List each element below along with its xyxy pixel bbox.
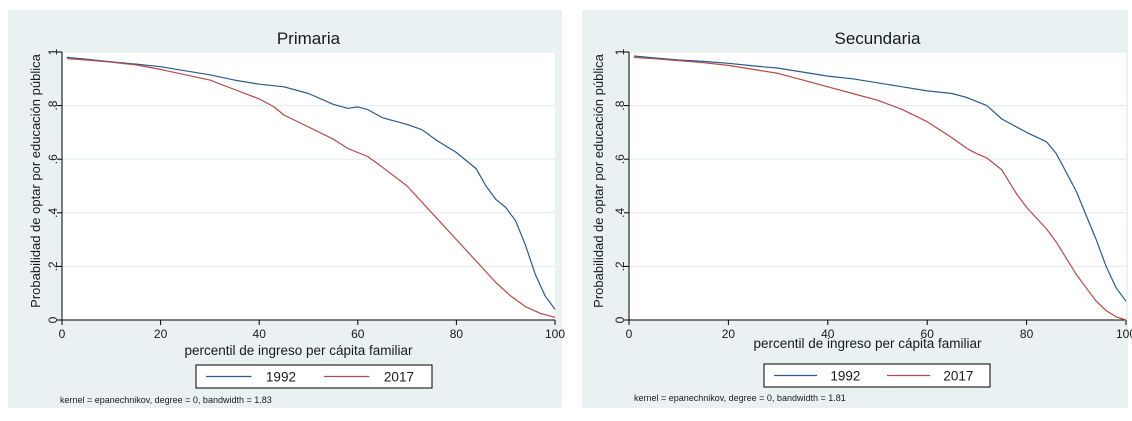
chart-panel-1: Primaria 0 .2 .4 .6 .8 1 0 20 40 60 80 100 percentil … xyxy=(8,10,565,408)
chart-note: kernel = epanechnikov, degree = 0, bandw… xyxy=(60,395,272,405)
y-tick-label: 0 xyxy=(46,316,60,323)
x-tick-label: 100 xyxy=(545,327,565,341)
legend-label-2017: 2017 xyxy=(384,370,414,385)
x-tick-label: 80 xyxy=(450,327,464,341)
y-tick-label: 0 xyxy=(613,316,627,323)
legend-label-1992: 1992 xyxy=(266,370,296,385)
series-line-2017 xyxy=(633,56,1127,321)
legend-box xyxy=(195,364,433,389)
y-axis-label: Probabilidad de optar por educación públ… xyxy=(28,53,43,307)
y-tick-label: 1 xyxy=(46,48,60,55)
y-axis-label: Probabilidad de optar por educación públ… xyxy=(591,53,606,307)
y-tick-label: .4 xyxy=(46,207,60,217)
series-line-1992 xyxy=(66,56,556,310)
legend-label-1992: 1992 xyxy=(830,369,860,384)
y-tick-label: .2 xyxy=(613,261,627,271)
x-tick-label: 60 xyxy=(351,327,365,341)
x-tick-label: 20 xyxy=(154,327,168,341)
x-tick-label: 0 xyxy=(626,327,633,341)
y-tick-label: .6 xyxy=(613,154,627,164)
x-tick-label: 100 xyxy=(1116,327,1132,341)
y-tick-label: .8 xyxy=(613,100,627,110)
y-tick-label: .8 xyxy=(46,100,60,110)
x-tick-label: 20 xyxy=(722,327,736,341)
series-line-2017 xyxy=(66,58,556,318)
chart-title: Secundaria xyxy=(834,29,921,48)
y-tick-label: .2 xyxy=(46,261,60,271)
x-tick-label: 40 xyxy=(253,327,267,341)
y-tick-label: 1 xyxy=(613,48,627,55)
x-axis-label: percentil de ingreso per cápita familiar xyxy=(753,336,982,351)
x-tick-label: 0 xyxy=(59,327,66,341)
y-tick-label: .4 xyxy=(613,207,627,217)
legend-box xyxy=(763,363,991,388)
x-tick-label: 80 xyxy=(1020,327,1034,341)
x-axis-label: percentil de ingreso per cápita familiar xyxy=(184,343,413,358)
chart-note: kernel = epanechnikov, degree = 0, bandw… xyxy=(634,393,846,403)
series-line-1992 xyxy=(633,55,1127,302)
plot-area xyxy=(629,52,1126,320)
x-tick-label: 40 xyxy=(821,327,835,341)
y-tick-label: .6 xyxy=(46,154,60,164)
x-tick-label: 60 xyxy=(921,327,935,341)
chart-panel-2: Secundaria 0 .2 .4 .6 .8 1 0 20 40 60 80 100 percenti… xyxy=(582,10,1132,408)
chart-title: Primaria xyxy=(277,29,341,48)
legend-label-2017: 2017 xyxy=(943,369,973,384)
plot-area xyxy=(62,52,555,320)
